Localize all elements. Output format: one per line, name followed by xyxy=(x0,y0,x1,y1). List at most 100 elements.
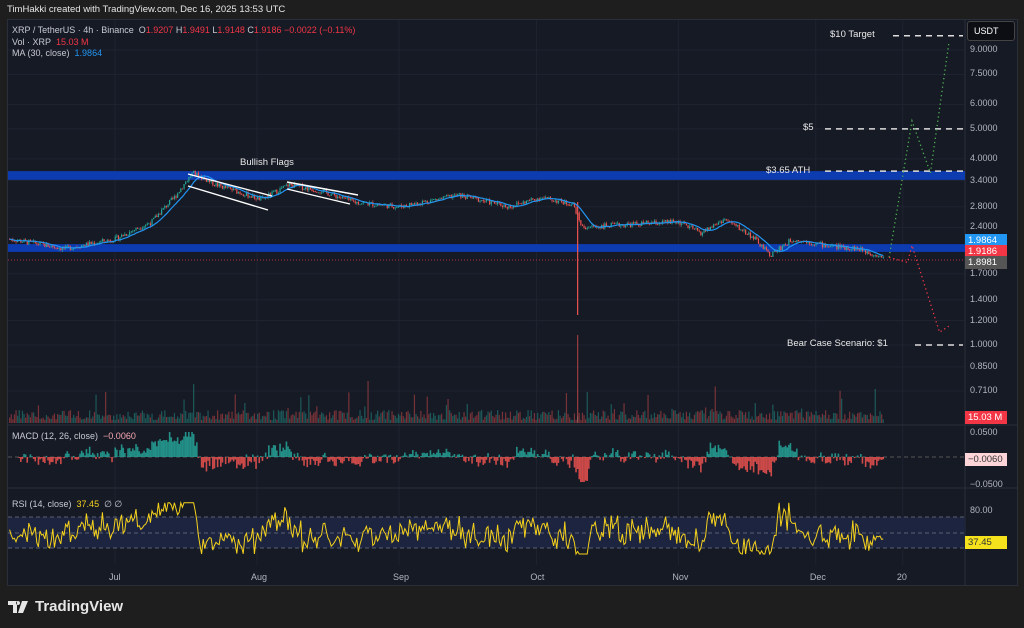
volume-bar xyxy=(189,412,192,423)
macd-histogram-bar xyxy=(664,449,667,457)
volume-bar xyxy=(589,412,592,423)
volume-bar xyxy=(567,413,569,423)
macd-histogram-bar xyxy=(762,457,765,473)
macd-histogram-bar xyxy=(205,457,208,472)
macd-histogram-bar xyxy=(749,457,752,470)
rsi-visibility-icons[interactable]: ∅ ∅ xyxy=(104,499,123,509)
symbol-name[interactable]: XRP / TetherUS · 4h · Binance xyxy=(12,25,134,35)
volume-bar xyxy=(793,418,795,423)
low-value: 1.9148 xyxy=(217,25,245,35)
candle-body xyxy=(189,176,192,178)
candle-body xyxy=(525,200,528,204)
macd-histogram-bar xyxy=(274,445,277,457)
currency-button[interactable]: USDT xyxy=(967,21,1015,41)
candle-body xyxy=(639,225,641,227)
macd-histogram-bar xyxy=(252,454,254,457)
bull-projection-path xyxy=(888,44,950,258)
volume-bar xyxy=(671,408,673,423)
macd-histogram-bar xyxy=(396,455,398,457)
volume-bar xyxy=(253,413,256,423)
volume-bar xyxy=(538,418,540,423)
candle-body xyxy=(687,225,689,229)
macd-histogram-bar xyxy=(250,457,253,463)
volume-bar xyxy=(789,412,792,423)
candle-body xyxy=(423,201,425,202)
volume-bar xyxy=(348,392,350,423)
candle-body xyxy=(388,204,390,209)
candle-body xyxy=(665,220,667,222)
macd-histogram-bar xyxy=(367,457,369,459)
price-axis-label: 7.5000 xyxy=(970,68,998,79)
target-10-label[interactable]: $10 Target xyxy=(830,29,875,40)
ath-label[interactable]: $3.65 ATH xyxy=(766,165,811,176)
candle-body xyxy=(529,200,531,202)
macd-histogram-bar xyxy=(240,457,243,464)
macd-histogram-bar xyxy=(279,443,281,457)
volume-bar xyxy=(252,415,254,423)
macd-histogram-bar xyxy=(810,457,813,463)
volume-bar xyxy=(225,414,227,423)
time-axis-label: Nov xyxy=(672,572,689,582)
volume-legend[interactable]: Vol · XRP 15.03 M xyxy=(12,37,89,47)
candle-body xyxy=(85,242,88,247)
volume-bar xyxy=(44,419,46,423)
volume-bar xyxy=(850,418,852,423)
macd-histogram-bar xyxy=(370,454,373,457)
macd-histogram-bar xyxy=(330,457,333,460)
volume-bar xyxy=(802,417,804,423)
macd-histogram-bar xyxy=(724,448,726,457)
volume-bar xyxy=(201,419,203,423)
symbol-legend[interactable]: XRP / TetherUS · 4h · Binance O1.9207 H1… xyxy=(12,25,355,35)
volume-bar xyxy=(455,414,457,423)
candle-body xyxy=(282,185,284,189)
macd-histogram-bar xyxy=(373,457,376,464)
price-axis-label: 2.4000 xyxy=(970,221,998,232)
volume-bar xyxy=(642,412,644,423)
volume-bar xyxy=(749,419,752,423)
bullish-flags-label[interactable]: Bullish Flags xyxy=(240,157,294,168)
macd-histogram-bar xyxy=(98,457,101,459)
macd-histogram-bar xyxy=(309,457,312,465)
volume-bar xyxy=(241,413,243,423)
rsi-legend[interactable]: RSI (14, close) 37.45 ∅ ∅ xyxy=(12,499,122,510)
volume-bar xyxy=(633,416,635,423)
macd-histogram-bar xyxy=(188,432,190,457)
candle-body xyxy=(316,192,318,193)
ma-legend[interactable]: MA (30, close) 1.9864 xyxy=(12,48,102,58)
volume-bar xyxy=(649,419,651,423)
macd-histogram-bar xyxy=(37,457,40,465)
volume-bar xyxy=(780,411,782,423)
candle-body xyxy=(761,244,763,247)
candle-body xyxy=(759,243,761,247)
macd-histogram-bar xyxy=(463,457,465,462)
volume-bar xyxy=(196,412,198,423)
target-5-label[interactable]: $5 xyxy=(803,122,814,133)
candle-body xyxy=(210,179,212,182)
candle-body xyxy=(197,172,200,178)
macd-histogram-bar xyxy=(229,457,232,462)
volume-bar xyxy=(645,418,648,423)
volume-bar xyxy=(332,415,334,423)
candle-body xyxy=(727,220,729,222)
volume-bar xyxy=(876,415,878,423)
volume-bar xyxy=(741,411,744,423)
candle-body xyxy=(122,234,124,236)
bear-case-label[interactable]: Bear Case Scenario: $1 xyxy=(787,338,888,349)
candle-body xyxy=(188,177,190,182)
tradingview-logo[interactable]: TradingView xyxy=(8,598,123,615)
candle-body xyxy=(809,242,811,245)
macd-legend[interactable]: MACD (12, 26, close) −0.0060 xyxy=(12,431,136,441)
volume-bar xyxy=(397,413,400,423)
chart-frame[interactable] xyxy=(7,19,1018,586)
volume-bar xyxy=(261,416,264,423)
volume-bar xyxy=(375,414,377,423)
volume-bar xyxy=(215,419,217,423)
macd-histogram-bar xyxy=(648,454,651,457)
macd-histogram-bar xyxy=(360,457,363,462)
volume-bar xyxy=(135,412,137,423)
macd-histogram-bar xyxy=(874,457,877,460)
volume-bar xyxy=(575,419,577,423)
candle-body xyxy=(287,184,289,187)
volume-bar xyxy=(657,414,659,423)
